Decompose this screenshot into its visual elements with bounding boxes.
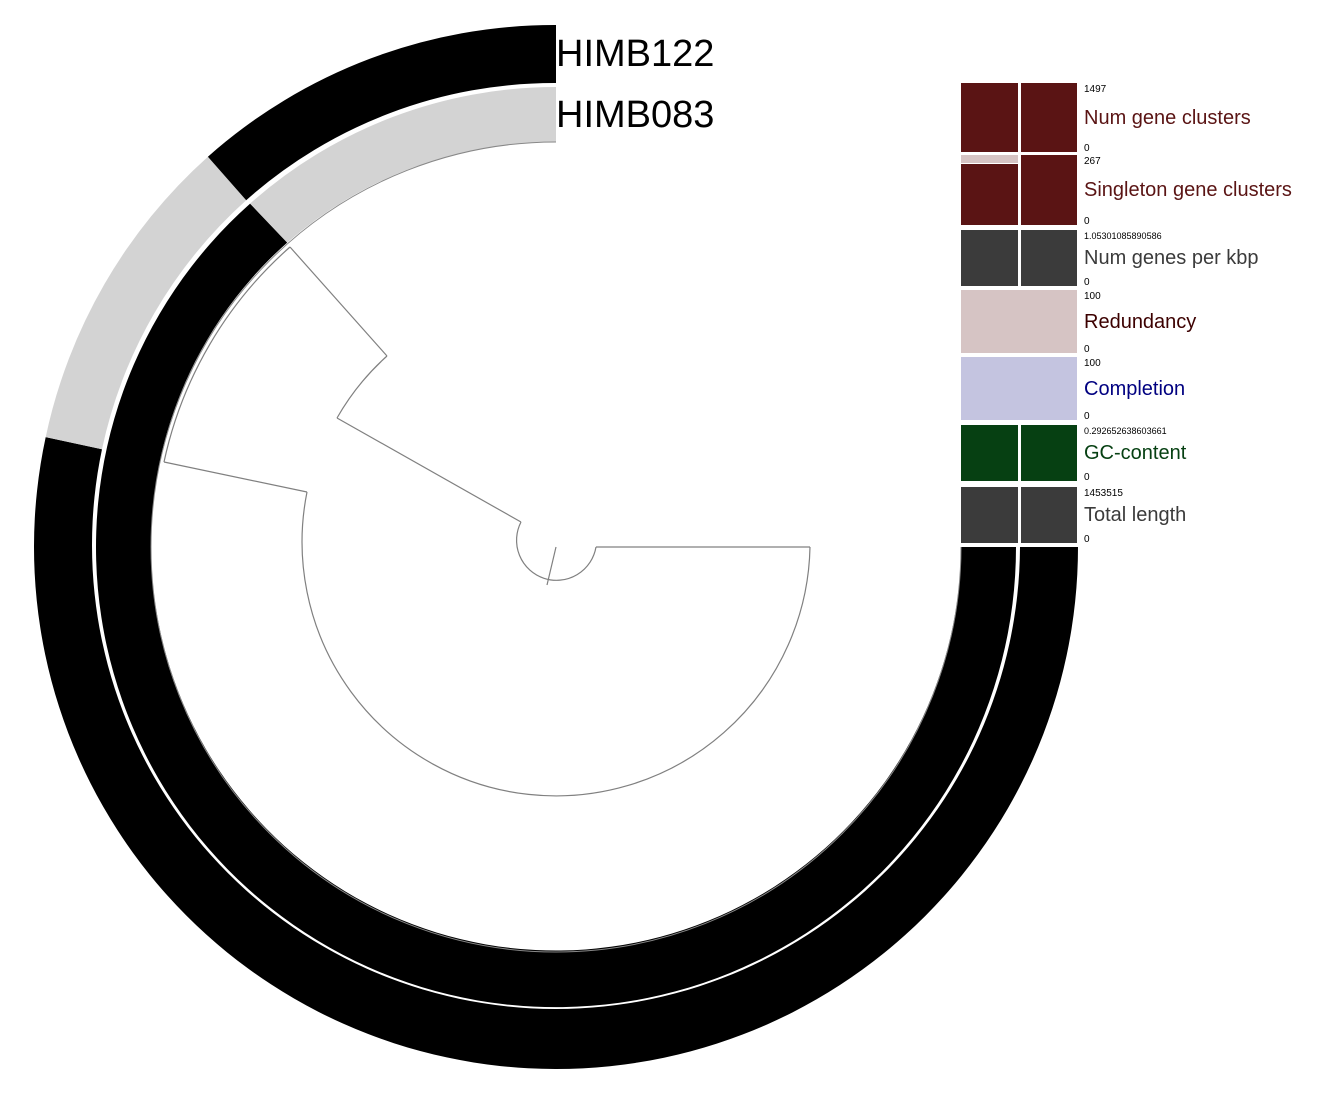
layer-title-singleton-gene-clusters: Singleton gene clusters	[1084, 179, 1292, 201]
layer-title-num-genes-per-kbp: Num genes per kbp	[1084, 247, 1259, 269]
ring-label-himb083: HIMB083	[556, 94, 714, 136]
layer-min-num-gene-clusters: 0	[1084, 143, 1090, 154]
layer-redundancy[interactable]	[961, 290, 1077, 353]
layer-gc-content[interactable]	[961, 425, 1077, 481]
layer-bar-right-num-gene-clusters	[1021, 83, 1077, 152]
dendrogram	[163, 246, 811, 797]
tree-arc-left	[336, 355, 388, 419]
layer-bar-left-total-length	[961, 487, 1018, 543]
layer-min-num-genes-per-kbp: 0	[1084, 277, 1090, 288]
layer-bar-right-gc-content	[1021, 425, 1077, 481]
layer-completion[interactable]	[961, 357, 1077, 420]
layer-bars	[961, 83, 1077, 543]
ring-himb083-arc-1-grey[interactable]	[250, 87, 556, 243]
layer-min-gc-content: 0	[1084, 472, 1090, 483]
layer-bar-bg-singleton-gene-clusters	[961, 155, 1018, 163]
layer-min-singleton-gene-clusters: 0	[1084, 216, 1090, 227]
tree-leaf-b	[289, 246, 388, 357]
tree-branch-left	[336, 417, 522, 523]
tree-root-stub	[546, 546, 557, 586]
tree-leaf-arc	[163, 246, 291, 463]
layer-min-total-length: 0	[1084, 534, 1090, 545]
ring-himb083-arc-3-black[interactable]	[95, 203, 1016, 1008]
layer-max-singleton-gene-clusters: 267	[1084, 156, 1101, 167]
layer-num-gene-clusters[interactable]	[961, 83, 1077, 152]
layer-title-total-length: Total length	[1084, 504, 1186, 526]
layer-max-completion: 100	[1084, 358, 1101, 369]
layer-num-genes-per-kbp[interactable]	[961, 230, 1077, 286]
ring-himb083	[95, 87, 1016, 1008]
layer-max-total-length: 1453515	[1084, 488, 1123, 499]
layer-total-length[interactable]	[961, 487, 1077, 543]
layer-max-num-genes-per-kbp: 1.05301085890586	[1084, 231, 1162, 241]
ring-himb122-arc-2-grey[interactable]	[45, 156, 247, 450]
layer-bar-completion	[961, 357, 1077, 420]
layer-bar-left-num-gene-clusters	[961, 83, 1018, 152]
layer-bar-left-singleton-gene-clusters	[961, 164, 1018, 225]
layer-max-redundancy: 100	[1084, 291, 1101, 302]
layer-texts: 1497 Num gene clusters 0 267 Singleton gene …	[1084, 84, 1292, 545]
layer-max-num-gene-clusters: 1497	[1084, 84, 1107, 95]
ring-himb122-arc-1-black[interactable]	[207, 24, 556, 201]
layer-min-redundancy: 0	[1084, 344, 1090, 355]
ring-label-himb122: HIMB122	[556, 33, 714, 75]
layer-title-gc-content: GC-content	[1084, 442, 1187, 464]
ring-himb122	[34, 24, 1079, 1069]
layer-max-gc-content: 0.292652638603661	[1084, 426, 1167, 436]
layer-bar-right-num-genes-per-kbp	[1021, 230, 1077, 286]
layer-bar-left-gc-content	[961, 425, 1018, 481]
layer-bar-right-total-length	[1021, 487, 1077, 543]
tree-boundary-arc	[150, 141, 962, 953]
layer-title-num-gene-clusters: Num gene clusters	[1084, 107, 1251, 129]
layer-bar-right-singleton-gene-clusters	[1021, 155, 1077, 225]
tree-arc-right	[301, 491, 811, 797]
layer-min-completion: 0	[1084, 411, 1090, 422]
layer-title-redundancy: Redundancy	[1084, 311, 1196, 333]
layer-bar-left-num-genes-per-kbp	[961, 230, 1018, 286]
layer-singleton-gene-clusters[interactable]	[961, 155, 1077, 225]
layer-title-completion: Completion	[1084, 378, 1185, 400]
tree-root-arc	[515, 521, 597, 581]
tree-leaf-a	[163, 461, 308, 493]
layer-bar-redundancy	[961, 290, 1077, 353]
